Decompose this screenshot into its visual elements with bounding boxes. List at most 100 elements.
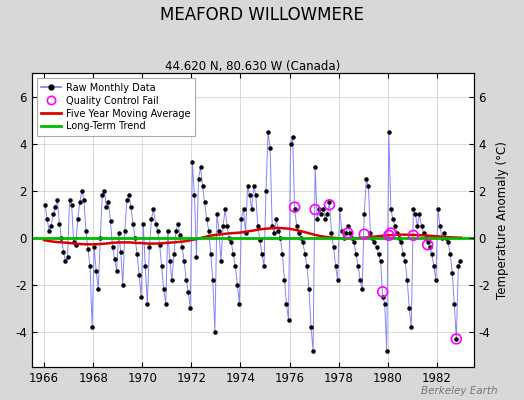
- Point: [184, 289, 192, 295]
- Point: [125, 192, 133, 198]
- Point: [213, 211, 221, 217]
- Point: [92, 268, 101, 274]
- Point: [391, 223, 399, 229]
- Point: [47, 223, 56, 229]
- Point: [106, 218, 115, 224]
- Point: [245, 192, 254, 198]
- Point: [403, 277, 411, 283]
- Point: [209, 277, 217, 283]
- Point: [325, 199, 334, 206]
- Point: [258, 251, 266, 257]
- Point: [61, 258, 70, 264]
- Point: [121, 228, 129, 234]
- Point: [96, 234, 104, 241]
- Point: [149, 206, 158, 213]
- Point: [436, 223, 444, 229]
- Point: [247, 206, 256, 213]
- Point: [66, 197, 74, 203]
- Point: [428, 251, 436, 257]
- Point: [217, 258, 225, 264]
- Point: [172, 228, 180, 234]
- Point: [294, 230, 303, 236]
- Point: [397, 239, 405, 246]
- Point: [174, 220, 182, 227]
- Point: [235, 300, 244, 307]
- Point: [303, 263, 311, 269]
- Point: [55, 220, 63, 227]
- Point: [444, 239, 452, 246]
- Point: [385, 129, 393, 135]
- Point: [90, 244, 99, 250]
- Point: [131, 234, 139, 241]
- Point: [290, 204, 299, 210]
- Point: [292, 223, 301, 229]
- Point: [86, 263, 94, 269]
- Legend: Raw Monthly Data, Quality Control Fail, Five Year Moving Average, Long-Term Tren: Raw Monthly Data, Quality Control Fail, …: [37, 78, 195, 136]
- Point: [84, 246, 92, 253]
- Point: [389, 216, 397, 222]
- Point: [409, 206, 418, 213]
- Point: [201, 199, 209, 206]
- Point: [278, 251, 287, 257]
- Point: [178, 244, 187, 250]
- Point: [163, 228, 172, 234]
- Point: [348, 234, 356, 241]
- Point: [362, 176, 370, 182]
- Text: MEAFORD WILLOWMERE: MEAFORD WILLOWMERE: [160, 6, 364, 24]
- Point: [161, 300, 170, 307]
- Point: [430, 263, 438, 269]
- Point: [270, 230, 278, 236]
- Point: [166, 258, 174, 264]
- Point: [335, 206, 344, 213]
- Point: [378, 293, 387, 300]
- Point: [432, 277, 440, 283]
- Point: [51, 204, 59, 210]
- Point: [215, 228, 223, 234]
- Point: [141, 263, 149, 269]
- Point: [416, 211, 424, 217]
- Point: [135, 272, 144, 278]
- Point: [59, 249, 68, 255]
- Point: [118, 282, 127, 288]
- Point: [221, 206, 230, 213]
- Point: [151, 220, 160, 227]
- Point: [380, 300, 389, 307]
- Point: [423, 239, 432, 246]
- Point: [237, 216, 246, 222]
- Point: [364, 183, 373, 189]
- Point: [352, 251, 360, 257]
- Point: [387, 230, 395, 236]
- Point: [123, 197, 131, 203]
- Point: [370, 239, 379, 246]
- Point: [170, 251, 178, 257]
- Point: [321, 216, 330, 222]
- Point: [154, 228, 162, 234]
- Point: [204, 228, 213, 234]
- Point: [80, 197, 88, 203]
- Point: [417, 223, 425, 229]
- Point: [330, 244, 338, 250]
- Point: [202, 216, 211, 222]
- Point: [188, 159, 196, 166]
- Point: [70, 239, 78, 246]
- Point: [411, 211, 420, 217]
- Point: [413, 223, 422, 229]
- Point: [346, 230, 354, 236]
- Point: [116, 249, 125, 255]
- Point: [104, 199, 113, 206]
- Point: [450, 300, 458, 307]
- Point: [280, 277, 289, 283]
- Point: [319, 206, 328, 213]
- Point: [129, 220, 137, 227]
- Point: [421, 234, 430, 241]
- Y-axis label: Temperature Anomaly (°C): Temperature Anomaly (°C): [496, 141, 509, 299]
- Point: [182, 277, 190, 283]
- Point: [239, 206, 248, 213]
- Point: [452, 336, 461, 342]
- Point: [100, 188, 108, 194]
- Point: [63, 253, 72, 260]
- Point: [102, 204, 111, 210]
- Point: [223, 223, 231, 229]
- Point: [342, 230, 350, 236]
- Title: 44.620 N, 80.630 W (Canada): 44.620 N, 80.630 W (Canada): [165, 60, 341, 73]
